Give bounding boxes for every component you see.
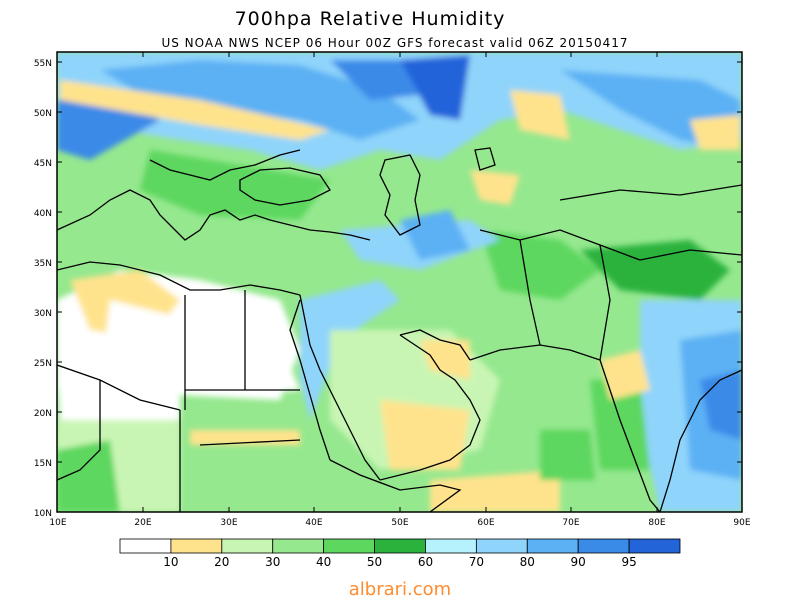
lat-label: 25N <box>34 359 52 369</box>
lat-label: 40N <box>34 209 52 219</box>
legend-colorbar <box>119 538 681 554</box>
lat-label: 20N <box>34 409 52 419</box>
lat-label: 50N <box>34 109 52 119</box>
legend-swatch <box>119 538 172 554</box>
legend-label: 10 <box>163 555 178 569</box>
lat-label: 45N <box>34 159 52 169</box>
legend-labels: 10 20 30 40 50 60 70 80 90 95 <box>163 555 636 569</box>
legend-label: 60 <box>418 555 433 569</box>
lon-label: 60E <box>477 518 494 528</box>
latitude-axis: 55N 50N 45N 40N 35N 30N 25N 20N 15N 10N <box>34 59 52 519</box>
legend-swatch <box>425 538 477 554</box>
chart-subtitle: US NOAA NWS NCEP 06 Hour 00Z GFS forecas… <box>161 36 629 50</box>
legend-swatch <box>170 538 223 554</box>
lon-label: 90E <box>733 518 750 528</box>
lat-label: 55N <box>34 59 52 69</box>
lat-label: 10N <box>34 509 52 519</box>
legend-swatch <box>577 538 630 554</box>
chart-title: 700hpa Relative Humidity <box>234 8 506 30</box>
coastlines <box>57 147 742 512</box>
legend-label: 40 <box>316 555 331 569</box>
lat-label: 15N <box>34 459 52 469</box>
lat-label: 35N <box>34 259 52 269</box>
legend-swatch <box>475 538 528 554</box>
legend-label: 20 <box>214 555 229 569</box>
humidity-field <box>57 52 742 512</box>
legend-label: 90 <box>571 555 586 569</box>
legend-label: 70 <box>469 555 484 569</box>
lon-label: 10E <box>49 518 66 528</box>
legend-label: 30 <box>265 555 280 569</box>
lon-label: 70E <box>562 518 579 528</box>
lon-label: 20E <box>134 518 151 528</box>
lon-label: 50E <box>391 518 408 528</box>
legend-label: 95 <box>621 555 636 569</box>
lon-label: 30E <box>220 518 237 528</box>
legend-swatch <box>221 538 274 554</box>
legend-swatch <box>526 538 579 554</box>
legend-label: 50 <box>367 555 382 569</box>
lon-label: 80E <box>648 518 665 528</box>
legend-swatch <box>628 538 681 554</box>
lon-label: 40E <box>305 518 322 528</box>
longitude-axis: 10E 20E 30E 40E 50E 60E 70E 80E 90E <box>49 518 750 528</box>
legend-swatch <box>272 538 325 554</box>
watermark: albrari.com <box>348 579 452 600</box>
legend-label: 80 <box>520 555 535 569</box>
lat-label: 30N <box>34 309 52 319</box>
legend-swatch <box>374 538 426 554</box>
legend-swatch <box>323 538 375 554</box>
